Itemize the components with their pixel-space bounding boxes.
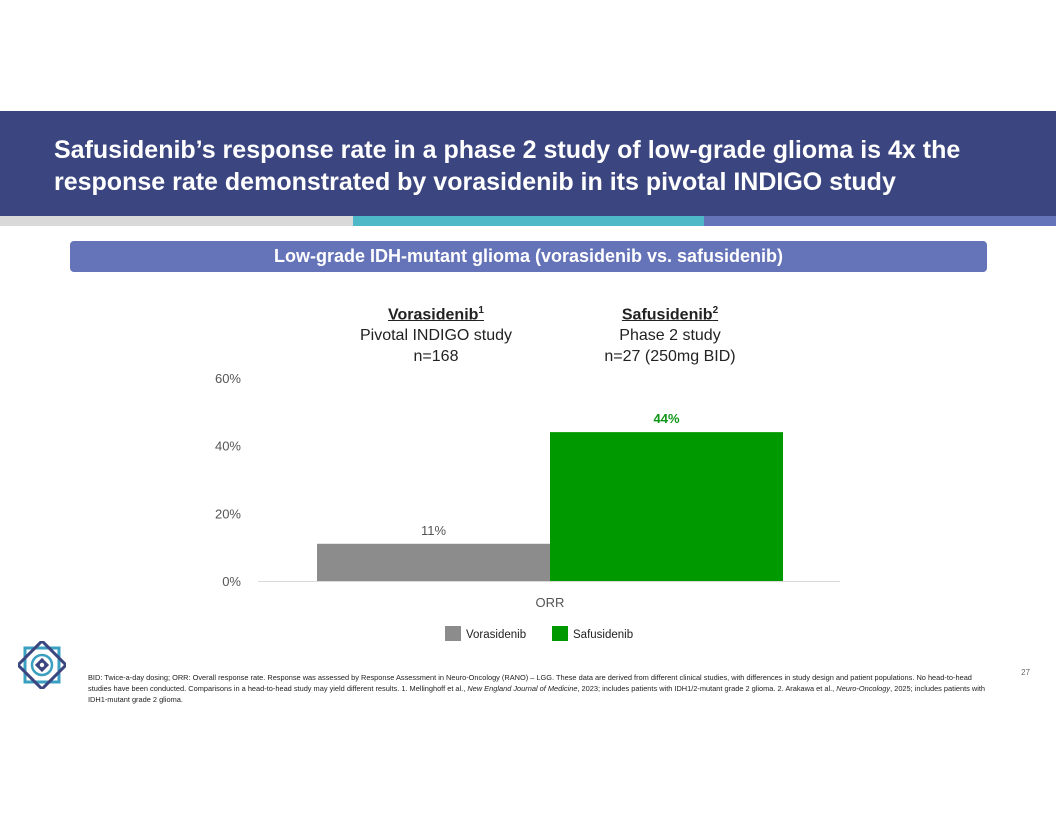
page-number: 27 — [1021, 668, 1030, 677]
journal-neuro-oncology: Neuro-Oncology — [836, 684, 891, 693]
footnote-ref-1: 1 — [478, 305, 484, 316]
data-label-safusidenib: 44% — [653, 411, 679, 426]
vorasidenib-heading: Vorasidenib1 — [388, 305, 484, 324]
section-subheader: Low-grade IDH-mutant glioma (vorasidenib… — [70, 241, 987, 272]
slide-title-line-1: Safusidenib’s response rate in a phase 2… — [54, 136, 961, 164]
journal-nejm: New England Journal of Medicine — [467, 684, 578, 693]
slide-title: Safusidenib’s response rate in a phase 2… — [54, 134, 1014, 198]
accent-stripe-teal — [353, 216, 704, 226]
safusidenib-study: Phase 2 study — [619, 327, 721, 345]
data-label-vorasidenib: 11% — [421, 523, 446, 538]
bar-vorasidenib — [317, 543, 550, 581]
vorasidenib-study: Pivotal INDIGO study — [359, 327, 513, 345]
bar-safusidenib — [550, 432, 783, 581]
legend-swatch-safusidenib — [552, 626, 568, 641]
footnote: BID: Twice-a-day dosing; ORR: Overall re… — [88, 673, 986, 704]
vorasidenib-column-header: Vorasidenib1 Pivotal INDIGO study n=168 — [316, 300, 556, 367]
y-tick-label: 20% — [215, 506, 241, 521]
accent-stripe-gray — [0, 216, 353, 226]
x-category-label: ORR — [536, 595, 565, 610]
safusidenib-heading: Safusidenib2 — [621, 305, 719, 324]
title-band — [0, 111, 1056, 216]
y-tick-label: 60% — [215, 371, 241, 386]
vorasidenib-n: n=168 — [413, 348, 459, 366]
ornamental-star-logo-icon — [18, 641, 66, 689]
slide-title-line-2: response rate demonstrated by vorasideni… — [54, 168, 896, 196]
legend-swatch-vorasidenib — [445, 626, 461, 641]
legend-label-vorasidenib: Vorasidenib — [466, 629, 526, 641]
footnote-ref-2: 2 — [712, 305, 719, 316]
safusidenib-column-header: Safusidenib2 Phase 2 study n=27 (250mg B… — [550, 300, 790, 367]
safusidenib-n: n=27 (250mg BID) — [604, 348, 736, 366]
legend-label-safusidenib: Safusidenib — [573, 629, 633, 641]
accent-stripe-blue — [704, 216, 1056, 226]
y-tick-label: 0% — [222, 574, 241, 589]
y-tick-label: 40% — [215, 439, 241, 454]
